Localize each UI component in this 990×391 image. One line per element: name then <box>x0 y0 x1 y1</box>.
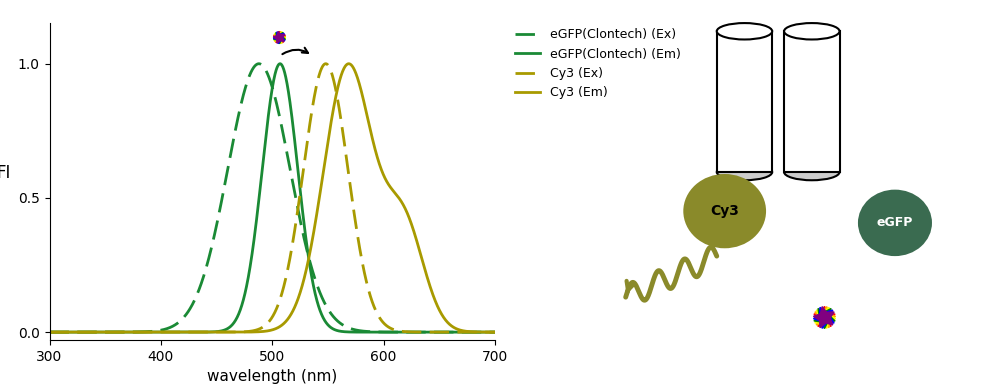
Ellipse shape <box>784 23 840 39</box>
Bar <box>717 31 772 172</box>
Text: Cy3: Cy3 <box>710 204 740 218</box>
X-axis label: wavelength (nm): wavelength (nm) <box>207 369 338 384</box>
Ellipse shape <box>683 174 766 248</box>
Text: eGFP: eGFP <box>877 216 913 230</box>
Ellipse shape <box>784 164 840 180</box>
Ellipse shape <box>717 23 772 39</box>
Ellipse shape <box>717 164 772 180</box>
Legend: eGFP(Clontech) (Ex), eGFP(Clontech) (Em), Cy3 (Ex), Cy3 (Em): eGFP(Clontech) (Ex), eGFP(Clontech) (Em)… <box>510 23 686 104</box>
Ellipse shape <box>858 190 932 256</box>
Bar <box>784 31 840 172</box>
Y-axis label: FI: FI <box>0 164 11 182</box>
